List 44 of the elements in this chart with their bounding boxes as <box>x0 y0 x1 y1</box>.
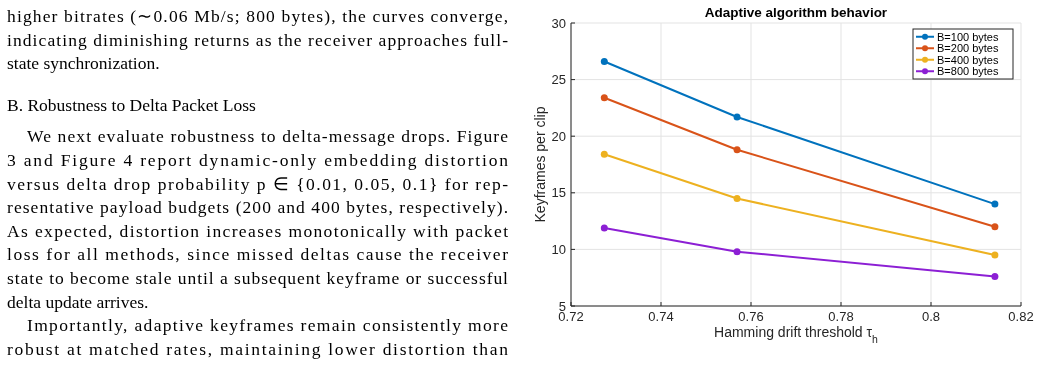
y-tick-label: 30 <box>551 15 566 31</box>
point <box>600 57 608 65</box>
point <box>733 146 741 154</box>
x-tick-label: 0.8 <box>921 309 941 324</box>
x-tick-label: 0.74 <box>648 309 674 324</box>
text: loss for all methods, since missed deltas cause the receiver <box>7 244 509 265</box>
text: 3 and Figure 4 report dynamic-only embedding distortion <box>7 150 509 170</box>
text: delta update arrives. <box>7 291 149 312</box>
y-tick-label: 15 <box>551 185 566 201</box>
text: Importantly, adaptive keyframes remain consistently more <box>27 315 509 336</box>
text: We next evaluate robustness to delta-message drops. Figure <box>27 126 509 147</box>
legend-label: B=100 bytes <box>937 30 999 43</box>
point <box>733 194 741 202</box>
y-tick-label: 20 <box>551 128 566 144</box>
chart-title: Adaptive algorithm behavior <box>704 5 888 20</box>
x-tick-label: 0.82 <box>1008 309 1034 324</box>
x-axis-title: Hamming drift threshold τ$_{h}$ <box>714 324 879 345</box>
x-tick-label: 0.76 <box>738 309 764 324</box>
point <box>600 224 608 232</box>
point <box>991 251 999 259</box>
text: state to become stale until a subsequent keyframe or successful <box>7 268 509 288</box>
legend-label: B=400 bytes <box>937 53 999 66</box>
text: state synchronization. <box>7 53 160 74</box>
point <box>600 94 608 102</box>
text: versus delta drop probability p ∈ {0.01, 0.05, 0.1} for rep- <box>7 173 509 194</box>
point <box>733 248 741 256</box>
point <box>600 150 608 158</box>
text: indicating diminishing returns as the receiver approaches full- <box>7 29 509 50</box>
text: robust at matched rates, maintaining lower distortion than <box>7 338 509 359</box>
text: As expected, distortion increases monotonically with packet <box>7 220 509 241</box>
text: resentative payload budgets (200 and 400 bytes, respectively). <box>7 197 508 218</box>
y-axis-title: Keyframes per clip <box>532 106 548 223</box>
text: B. Robustness to Delta Packet Loss <box>7 94 257 115</box>
x-tick-label: 0.72 <box>558 309 584 324</box>
point <box>991 273 999 281</box>
point <box>991 223 999 231</box>
x-tick-label: 0.78 <box>828 309 854 324</box>
y-tick-label: 10 <box>551 241 566 257</box>
point <box>991 200 999 208</box>
point <box>733 113 741 121</box>
legend-label: B=200 bytes <box>937 42 999 55</box>
legend-label: B=800 bytes <box>937 65 999 78</box>
text: higher bitrates (∼0.06 Mb/s; 800 bytes), the curves converge, <box>7 6 508 26</box>
y-tick-label: 25 <box>551 72 566 88</box>
